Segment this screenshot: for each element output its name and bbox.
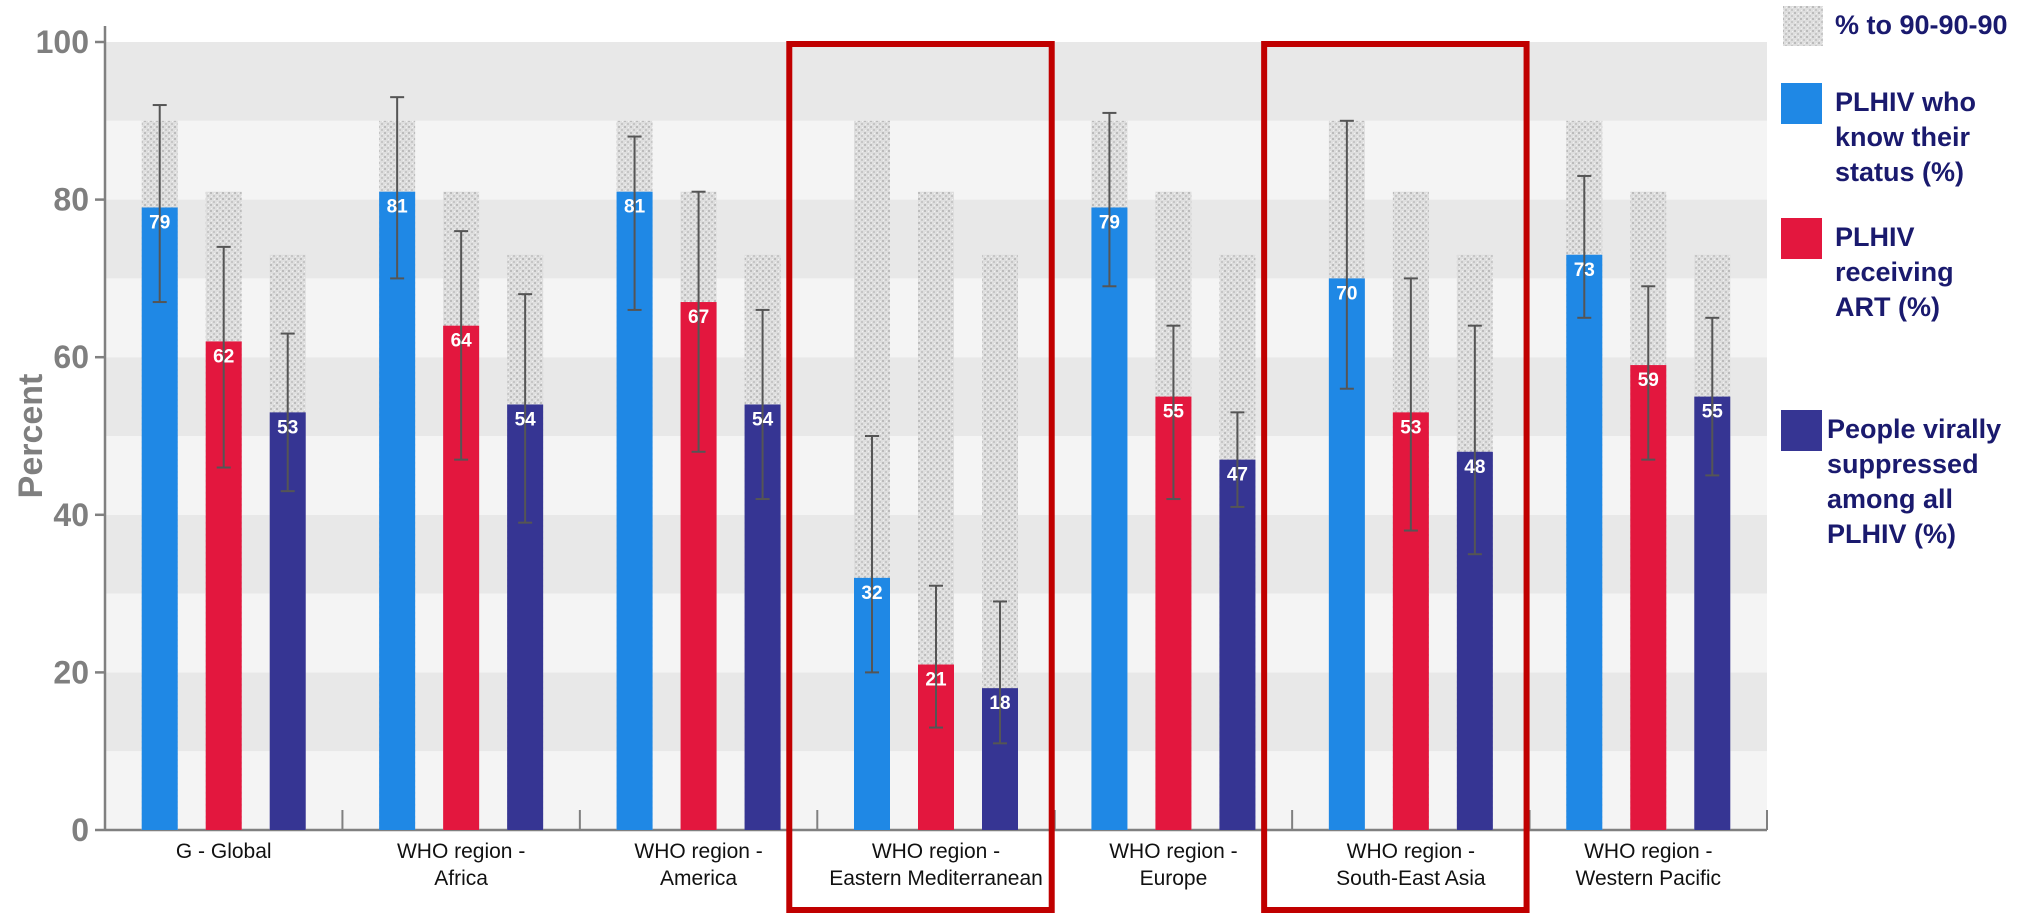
y-tick-label: 60 <box>53 339 89 375</box>
data-label: 32 <box>861 583 882 604</box>
data-label: 79 <box>149 212 170 233</box>
data-label: 18 <box>989 693 1010 714</box>
grid-band <box>105 120 1767 200</box>
legend-label: PLHIV who <box>1835 87 1976 117</box>
category-label: WHO region - <box>872 840 1000 863</box>
category-label: Western Pacific <box>1576 867 1722 890</box>
highlight-box <box>1261 41 1530 913</box>
category-labels: G - Global WHO region - Africa WHO region -… <box>176 840 1721 890</box>
legend-swatch <box>1781 410 1822 451</box>
legend-label: among all <box>1827 484 1953 514</box>
category-label: WHO region - <box>397 840 525 863</box>
legend-label: receiving <box>1835 257 1954 287</box>
bar <box>1091 207 1128 831</box>
data-label: 59 <box>1638 370 1659 391</box>
highlight-boxes <box>786 41 1530 913</box>
category-label: Eastern Mediterranean <box>829 867 1043 890</box>
category-label: WHO region - <box>634 840 762 863</box>
data-label: 54 <box>515 409 537 430</box>
data-label: 81 <box>387 197 409 218</box>
data-label: 55 <box>1163 402 1185 423</box>
category-label: America <box>660 867 737 890</box>
data-label: 64 <box>451 331 473 352</box>
legend-label: status (%) <box>1835 157 1964 187</box>
bar <box>379 191 416 831</box>
data-label: 67 <box>688 307 709 328</box>
data-label: 79 <box>1099 212 1120 233</box>
category-label: G - Global <box>176 840 272 863</box>
legend-swatch <box>1781 83 1822 124</box>
category-label: WHO region - <box>1347 840 1475 863</box>
legend-swatch-target <box>1783 6 1823 46</box>
data-label: 48 <box>1464 457 1485 478</box>
category-label: Africa <box>434 867 488 890</box>
y-axis-label: Percent <box>12 374 50 499</box>
legend-label: ART (%) <box>1835 292 1940 322</box>
grid-band <box>105 42 1767 121</box>
category-label: Europe <box>1140 867 1208 890</box>
legend-label: PLHIV (%) <box>1827 519 1956 549</box>
legend-label: suppressed <box>1827 449 1979 479</box>
legend: % to 90-90-90 PLHIV who know their status (… <box>1781 6 2008 549</box>
data-label: 54 <box>752 409 774 430</box>
y-tick-label: 40 <box>53 497 89 533</box>
legend-label: PLHIV <box>1835 222 1915 252</box>
category-label: WHO region - <box>1109 840 1237 863</box>
legend-label: People virally <box>1827 414 2001 444</box>
data-label: 47 <box>1227 465 1248 486</box>
data-label: 70 <box>1336 283 1357 304</box>
data-label: 55 <box>1702 402 1724 423</box>
legend-label: know their <box>1835 122 1971 152</box>
y-tick-label: 20 <box>53 654 89 690</box>
bar <box>1219 459 1256 830</box>
bar <box>1566 254 1603 830</box>
y-tick-label: 100 <box>36 24 89 60</box>
data-label: 53 <box>277 417 298 438</box>
data-label: 73 <box>1574 260 1595 281</box>
category-label: South-East Asia <box>1336 867 1486 890</box>
legend-swatch <box>1781 218 1822 259</box>
legend-label-target: % to 90-90-90 <box>1835 10 2008 40</box>
highlight-box <box>786 41 1055 913</box>
category-label: WHO region - <box>1584 840 1712 863</box>
data-label: 21 <box>925 670 947 691</box>
data-label: 81 <box>624 197 646 218</box>
bar <box>141 207 178 831</box>
error-bars <box>152 96 1720 745</box>
data-label: 62 <box>213 346 234 367</box>
data-label: 53 <box>1400 417 1421 438</box>
y-tick-label: 0 <box>71 812 89 848</box>
data-labels: 79 62 53 81 64 54 81 67 54 32 21 18 79 55 47 70 53 48 73 59… <box>149 197 1723 714</box>
y-tick-label: 80 <box>53 182 89 218</box>
